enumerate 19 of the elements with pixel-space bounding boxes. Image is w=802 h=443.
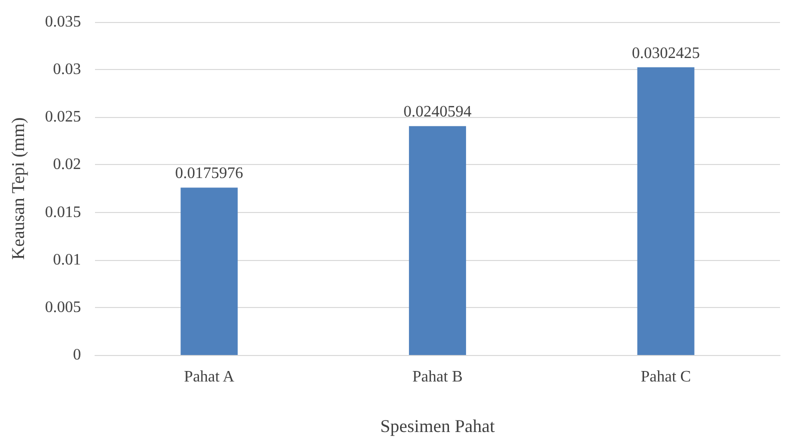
y-tick-label: 0.025 bbox=[45, 108, 81, 126]
y-axis-title: Keausan Tepi (mm) bbox=[8, 117, 28, 260]
bar bbox=[637, 67, 694, 355]
y-tick-label: 0 bbox=[73, 346, 81, 364]
data-label: 0.0302425 bbox=[632, 44, 700, 62]
y-tick-label: 0.02 bbox=[53, 156, 81, 174]
x-tick-label: Pahat A bbox=[184, 368, 235, 386]
x-tick-label: Pahat C bbox=[640, 368, 691, 386]
x-tick-label: Pahat B bbox=[412, 368, 463, 386]
y-tick-label: 0.015 bbox=[45, 204, 81, 221]
x-axis-title: Spesimen Pahat bbox=[380, 416, 495, 436]
data-label: 0.0175976 bbox=[175, 165, 244, 182]
y-tick-label: 0.035 bbox=[45, 14, 81, 30]
y-tick-label: 0.03 bbox=[53, 61, 81, 78]
bar bbox=[180, 188, 238, 355]
y-tick-label: 0.01 bbox=[53, 251, 81, 268]
data-label: 0.0240594 bbox=[404, 104, 472, 121]
bar bbox=[408, 126, 466, 355]
y-tick-label: 0.005 bbox=[45, 298, 81, 316]
